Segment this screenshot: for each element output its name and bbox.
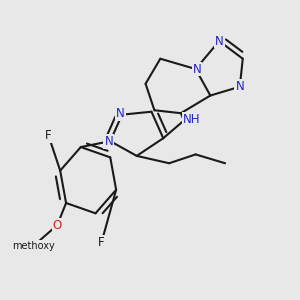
Text: N: N: [215, 34, 224, 48]
Text: F: F: [98, 236, 105, 249]
Text: F: F: [45, 129, 52, 142]
Text: O: O: [52, 219, 62, 232]
Text: methoxy: methoxy: [12, 241, 55, 251]
Text: N: N: [104, 135, 113, 148]
Text: N: N: [193, 62, 202, 76]
Text: methoxy: methoxy: [0, 299, 1, 300]
Text: N: N: [236, 80, 244, 93]
Text: N: N: [116, 107, 125, 120]
Text: NH: NH: [182, 112, 200, 126]
